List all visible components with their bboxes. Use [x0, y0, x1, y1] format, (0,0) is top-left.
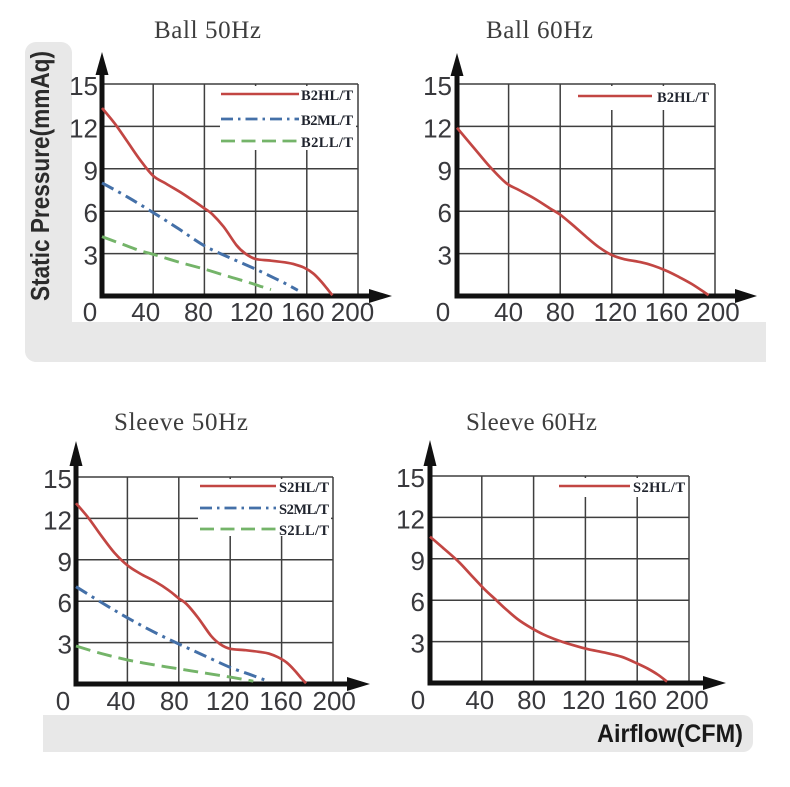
svg-text:9: 9	[58, 547, 72, 577]
svg-text:3: 3	[411, 629, 425, 659]
svg-text:6: 6	[438, 198, 452, 228]
svg-text:B2LL/T: B2LL/T	[301, 135, 353, 151]
svg-text:9: 9	[84, 156, 98, 186]
svg-text:B2HL/T: B2HL/T	[657, 90, 709, 106]
svg-text:160: 160	[614, 685, 657, 715]
svg-text:40: 40	[465, 685, 494, 715]
svg-text:80: 80	[517, 685, 546, 715]
svg-text:0: 0	[56, 686, 70, 716]
svg-text:160: 160	[645, 297, 688, 327]
svg-text:0: 0	[436, 297, 450, 327]
svg-text:15: 15	[423, 71, 452, 101]
svg-text:15: 15	[69, 71, 98, 101]
svg-text:120: 120	[230, 297, 273, 327]
svg-text:160: 160	[259, 686, 302, 716]
svg-text:12: 12	[423, 113, 452, 143]
svg-text:6: 6	[84, 198, 98, 228]
svg-text:40: 40	[131, 297, 160, 327]
svg-text:200: 200	[665, 685, 708, 715]
svg-text:200: 200	[331, 297, 374, 327]
svg-text:80: 80	[546, 297, 575, 327]
svg-text:6: 6	[58, 588, 72, 618]
svg-text:80: 80	[160, 686, 189, 716]
svg-text:15: 15	[396, 463, 425, 493]
svg-text:3: 3	[84, 241, 98, 271]
svg-text:0: 0	[411, 685, 425, 715]
svg-text:Airflow(CFM): Airflow(CFM)	[597, 720, 743, 748]
svg-text:200: 200	[696, 297, 739, 327]
svg-text:Sleeve 50Hz: Sleeve 50Hz	[114, 409, 248, 436]
svg-text:40: 40	[494, 297, 523, 327]
svg-text:200: 200	[313, 686, 356, 716]
svg-text:120: 120	[206, 686, 249, 716]
svg-text:160: 160	[281, 297, 324, 327]
svg-text:15: 15	[43, 464, 72, 494]
svg-text:0: 0	[83, 297, 97, 327]
svg-text:Ball 60Hz: Ball 60Hz	[486, 17, 593, 44]
svg-text:40: 40	[107, 686, 136, 716]
svg-text:3: 3	[58, 630, 72, 660]
svg-text:120: 120	[562, 685, 605, 715]
svg-text:12: 12	[43, 505, 72, 535]
svg-text:Static Pressure(mmAq): Static Pressure(mmAq)	[25, 51, 55, 301]
svg-text:S2HL/T: S2HL/T	[279, 480, 329, 496]
svg-text:120: 120	[594, 297, 637, 327]
svg-text:9: 9	[411, 546, 425, 576]
svg-text:12: 12	[69, 113, 98, 143]
svg-text:12: 12	[396, 504, 425, 534]
svg-text:B2ML/T: B2ML/T	[301, 113, 353, 129]
svg-text:S2ML/T: S2ML/T	[279, 502, 329, 518]
svg-text:Ball 50Hz: Ball 50Hz	[154, 17, 261, 44]
svg-text:80: 80	[184, 297, 213, 327]
svg-text:S2LL/T: S2LL/T	[279, 523, 329, 539]
svg-text:Sleeve 60Hz: Sleeve 60Hz	[466, 409, 597, 436]
svg-text:9: 9	[438, 156, 452, 186]
svg-text:3: 3	[438, 241, 452, 271]
svg-text:S2HL/T: S2HL/T	[633, 480, 685, 496]
svg-text:6: 6	[411, 587, 425, 617]
svg-text:B2HL/T: B2HL/T	[301, 88, 353, 104]
